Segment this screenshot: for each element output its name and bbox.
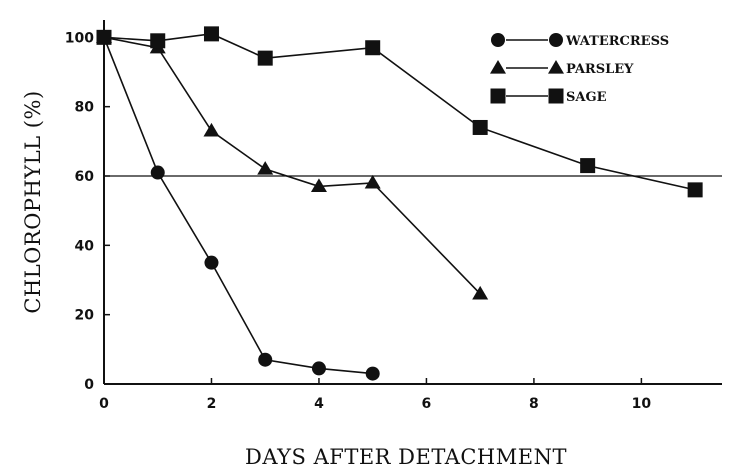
series-layer [96, 26, 703, 381]
data-point-watercress [258, 352, 273, 367]
series-watercress [97, 30, 380, 381]
data-point-parsley [472, 285, 489, 300]
data-point-watercress [311, 361, 326, 376]
legend-marker-sage [548, 88, 564, 104]
y-tick-label: 20 [75, 308, 95, 324]
legend-marker-watercress [491, 33, 505, 47]
legend-marker-parsley [490, 60, 506, 74]
legend-marker-sage [490, 88, 506, 104]
x-axis-label: DAYS AFTER DETACHMENT [245, 445, 567, 469]
series-line-sage [103, 33, 696, 191]
x-tick-label: 0 [99, 396, 109, 412]
data-point-sage [257, 50, 273, 66]
data-point-sage [687, 182, 703, 198]
legend-marker-parsley [548, 60, 564, 74]
x-tick-label: 2 [207, 396, 217, 412]
data-point-sage [365, 40, 381, 56]
legend-item-parsley: PARSLEY [490, 60, 634, 77]
y-tick-label: 100 [65, 30, 94, 46]
y-tick-label: 0 [84, 377, 94, 393]
data-point-parsley [364, 174, 381, 189]
y-tick-label: 40 [75, 238, 95, 254]
legend-item-watercress: WATERCRESS [491, 33, 669, 49]
x-tick-label: 6 [422, 396, 432, 412]
data-point-parsley [257, 161, 274, 175]
legend: WATERCRESS PARSLEY SAGE [490, 33, 669, 105]
y-axis-label: CHLOROPHYLL (%) [21, 90, 45, 313]
axes [103, 20, 722, 385]
legend-label-watercress: WATERCRESS [565, 34, 669, 49]
legend-marker-watercress [549, 33, 563, 47]
x-tick-label: 10 [632, 396, 652, 412]
x-axis-ticks: 0 2 4 6 8 10 [99, 378, 651, 412]
legend-item-sage: SAGE [490, 88, 607, 105]
data-point-sage [150, 33, 166, 49]
data-point-sage [472, 119, 488, 135]
x-tick-label: 4 [314, 396, 324, 412]
y-tick-label: 80 [75, 100, 95, 116]
data-point-watercress [150, 165, 165, 180]
legend-label-sage: SAGE [566, 90, 607, 105]
y-tick-label: 60 [75, 169, 95, 185]
series-line-watercress [103, 37, 373, 375]
series-sage [96, 26, 703, 198]
x-tick-label: 8 [529, 396, 539, 412]
data-point-sage [203, 26, 219, 42]
data-point-parsley [310, 178, 327, 192]
legend-label-parsley: PARSLEY [566, 62, 634, 77]
data-point-sage [96, 29, 112, 45]
data-point-watercress [204, 255, 219, 270]
data-point-parsley [203, 122, 220, 137]
data-point-sage [580, 158, 596, 174]
series-line-parsley [103, 36, 481, 295]
data-point-watercress [365, 366, 380, 381]
y-axis-ticks: 0 20 40 60 80 100 [65, 30, 110, 393]
